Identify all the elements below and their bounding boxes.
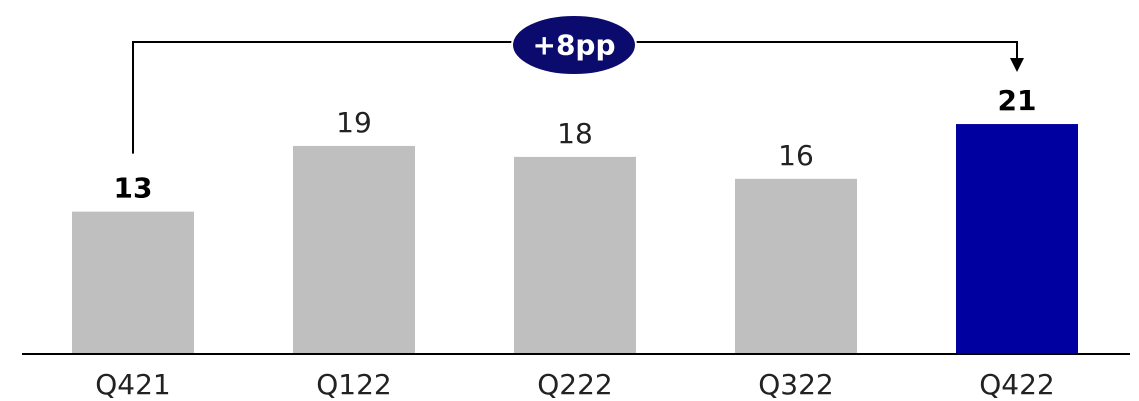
change-badge [511,14,637,76]
x-tick-label-q421: Q421 [95,368,170,401]
x-tick-label-q322: Q322 [758,368,833,401]
x-tick-labels-group: Q421 Q122 Q222 Q322 Q422 [95,368,1054,401]
bar-q421 [72,211,194,354]
bar-q422 [956,124,1078,354]
bar-q122 [293,145,415,354]
x-tick-label-q122: Q122 [316,368,391,401]
change-badge-label: +8pp [532,29,615,62]
change-annotation: +8pp [132,14,1024,154]
bars-group [72,124,1078,354]
value-label-q421: 13 [114,172,153,205]
value-label-q222: 18 [557,117,593,150]
value-label-q122: 19 [336,106,372,139]
value-label-q322: 16 [778,139,814,172]
bar-q222 [514,156,636,354]
bar-q322 [735,178,857,354]
x-tick-label-q222: Q222 [537,368,612,401]
arrow-down-icon [1010,58,1024,72]
value-labels-group: 13 19 18 16 21 [114,84,1037,205]
value-label-q422: 21 [998,84,1037,117]
x-tick-label-q422: Q422 [979,368,1054,401]
